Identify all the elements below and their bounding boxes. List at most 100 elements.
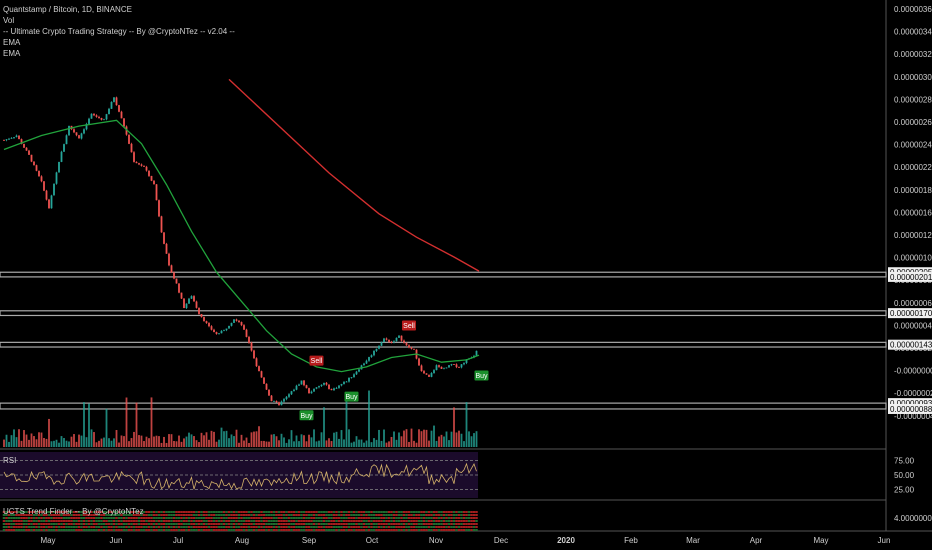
trend-finder-cell bbox=[140, 520, 143, 522]
trend-finder-cell bbox=[355, 529, 358, 531]
ema-fast-line bbox=[3, 119, 480, 373]
trend-finder-cell bbox=[40, 529, 43, 531]
trend-finder-cell bbox=[402, 526, 406, 528]
trend-finder-cell bbox=[105, 526, 108, 528]
trend-finder-cell bbox=[382, 514, 386, 516]
trend-finder-cell bbox=[350, 523, 353, 525]
volume-bar bbox=[320, 432, 323, 447]
trend-finder-cell bbox=[290, 517, 293, 519]
volume-bar bbox=[318, 440, 320, 447]
trend-finder-cell bbox=[107, 520, 111, 522]
trend-finder-cell bbox=[315, 523, 318, 525]
trend-finder-cell bbox=[85, 526, 88, 528]
trend-finder-cell bbox=[100, 514, 103, 516]
trend-finder-cell bbox=[367, 523, 371, 525]
trend-finder-cell bbox=[435, 529, 438, 531]
trend-finder-cell bbox=[12, 514, 16, 516]
trend-finder-cell bbox=[170, 529, 173, 531]
trend-finder-cell bbox=[127, 517, 131, 519]
trend-finder-cell bbox=[180, 529, 183, 531]
volume-bar bbox=[418, 429, 420, 447]
trend-finder-cell bbox=[55, 526, 58, 528]
trend-finder-cell bbox=[65, 526, 68, 528]
trend-finder-cell bbox=[165, 529, 168, 531]
trend-finder-cell bbox=[365, 526, 368, 528]
candle-body bbox=[260, 371, 263, 378]
trend-finder-cell bbox=[467, 529, 471, 531]
trend-finder-cell bbox=[320, 511, 323, 513]
trend-finder-cell bbox=[425, 514, 428, 516]
trend-finder-cell bbox=[137, 529, 141, 531]
trend-finder-cell bbox=[295, 529, 298, 531]
volume-bar bbox=[355, 436, 358, 447]
trend-finder-cell bbox=[457, 520, 461, 522]
trend-finder-cell bbox=[297, 526, 301, 528]
trend-finder-cell bbox=[117, 514, 121, 516]
volume-bar bbox=[268, 441, 270, 447]
candle-body bbox=[183, 298, 185, 309]
trend-finder-cell bbox=[222, 523, 226, 525]
trend-finder-cell bbox=[400, 511, 403, 513]
trend-finder-cell bbox=[15, 523, 18, 525]
trend-finder-cell bbox=[287, 526, 291, 528]
volume-bar bbox=[308, 434, 310, 447]
volume-bar bbox=[313, 429, 315, 447]
trend-finder-cell bbox=[230, 526, 233, 528]
trend-finder-cell bbox=[297, 517, 301, 519]
trend-finder-cell bbox=[327, 511, 331, 513]
candle-body bbox=[108, 108, 110, 115]
trend-finder-cell bbox=[255, 517, 258, 519]
trend-finder-cell bbox=[325, 511, 328, 513]
trend-finder-cell bbox=[117, 526, 121, 528]
trend-finder-cell bbox=[80, 514, 83, 516]
volume-bar bbox=[178, 435, 180, 447]
trend-finder-cell bbox=[65, 520, 68, 522]
trend-finder-cell bbox=[312, 511, 316, 513]
trend-finder-cell bbox=[260, 526, 263, 528]
volume-bar bbox=[250, 432, 253, 447]
trend-finder-cell bbox=[445, 520, 448, 522]
volume-bar bbox=[5, 434, 8, 447]
candle-body bbox=[308, 388, 310, 394]
volume-bar bbox=[50, 441, 53, 447]
trend-finder-cell bbox=[317, 526, 321, 528]
trend-finder-cell bbox=[120, 514, 123, 516]
trend-finder-cell bbox=[60, 520, 63, 522]
trend-finder-cell bbox=[67, 526, 71, 528]
trend-finder-cell bbox=[310, 514, 313, 516]
trend-finder-cell bbox=[17, 529, 21, 531]
trend-finder-cell bbox=[77, 523, 81, 525]
trend-finder-cell bbox=[470, 514, 473, 516]
candle-body bbox=[310, 391, 313, 394]
trend-finder-cell bbox=[210, 526, 213, 528]
trend-finder-cell bbox=[185, 529, 188, 531]
trend-finder-cell bbox=[372, 523, 376, 525]
trend-finder-cell bbox=[257, 526, 261, 528]
trend-finder-cell bbox=[185, 511, 188, 513]
trend-finder-cell bbox=[385, 514, 388, 516]
price-level-tag-label: 0.00000143 bbox=[890, 341, 932, 350]
trend-finder-cell bbox=[420, 520, 423, 522]
trend-finder-cell bbox=[187, 517, 191, 519]
trend-finder-cell bbox=[385, 517, 388, 519]
trend-finder-cell bbox=[227, 511, 231, 513]
trend-finder-cell bbox=[32, 526, 36, 528]
x-axis-tick: Sep bbox=[302, 536, 317, 545]
trend-finder-cell bbox=[247, 520, 251, 522]
trend-finder-cell bbox=[395, 529, 398, 531]
trend-finder-cell bbox=[170, 514, 173, 516]
trend-finder-cell bbox=[75, 526, 78, 528]
trend-finder-cell bbox=[217, 511, 221, 513]
candle-body bbox=[303, 380, 305, 386]
candle-body bbox=[205, 321, 208, 324]
trend-finder-cell bbox=[285, 529, 288, 531]
trend-finder-cell bbox=[107, 529, 111, 531]
trend-finder-cell bbox=[470, 517, 473, 519]
trend-finder-cell bbox=[97, 529, 101, 531]
trend-finder-cell bbox=[95, 517, 98, 519]
trend-finder-cell bbox=[427, 526, 431, 528]
trend-finder-cell bbox=[50, 520, 53, 522]
signal-box bbox=[402, 320, 416, 331]
